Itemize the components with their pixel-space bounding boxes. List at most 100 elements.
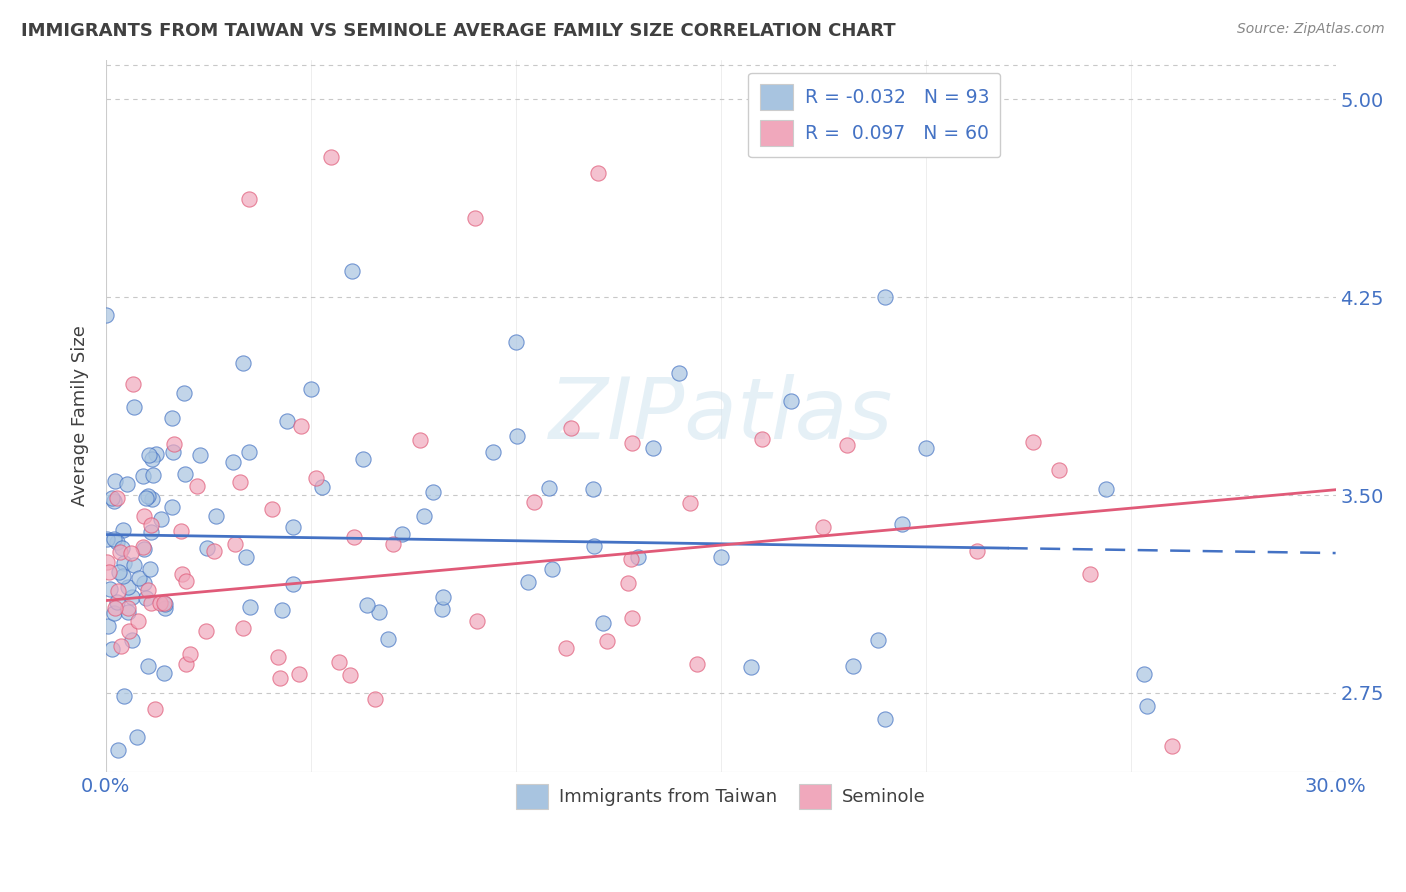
Point — [270, 603, 292, 617]
Point — [221, 455, 243, 469]
Point — [141, 491, 163, 506]
Point — [96, 532, 118, 546]
Point — [467, 614, 489, 628]
Point — [779, 394, 801, 409]
Point — [149, 512, 172, 526]
Point — [290, 419, 312, 434]
Point — [120, 546, 142, 560]
Point — [842, 659, 865, 673]
Point — [627, 550, 650, 565]
Point — [235, 549, 257, 564]
Point — [835, 438, 858, 452]
Point — [128, 571, 150, 585]
Point — [173, 385, 195, 400]
Point — [340, 263, 363, 277]
Point — [139, 524, 162, 539]
Point — [582, 539, 605, 553]
Point — [352, 452, 374, 467]
Point — [139, 517, 162, 532]
Point — [1136, 698, 1159, 713]
Point — [239, 600, 262, 615]
Point — [186, 479, 208, 493]
Point — [281, 577, 304, 591]
Text: IMMIGRANTS FROM TAIWAN VS SEMINOLE AVERAGE FAMILY SIZE CORRELATION CHART: IMMIGRANTS FROM TAIWAN VS SEMINOLE AVERA… — [21, 22, 896, 40]
Point — [103, 493, 125, 508]
Point — [115, 477, 138, 491]
Point — [368, 605, 391, 619]
Point — [145, 447, 167, 461]
Point — [176, 657, 198, 671]
Point — [621, 435, 644, 450]
Point — [224, 537, 246, 551]
Point — [328, 655, 350, 669]
Point — [142, 467, 165, 482]
Point — [125, 730, 148, 744]
Point — [686, 657, 709, 672]
Point — [516, 575, 538, 590]
Point — [541, 562, 564, 576]
Point — [139, 562, 162, 576]
Point — [149, 596, 172, 610]
Point — [813, 519, 835, 533]
Point — [592, 616, 614, 631]
Point — [283, 520, 305, 534]
Point — [276, 414, 298, 428]
Point — [111, 523, 134, 537]
Point — [229, 475, 252, 489]
Point — [136, 659, 159, 673]
Text: ZIPatlas: ZIPatlas — [548, 375, 893, 458]
Point — [422, 485, 444, 500]
Point — [136, 582, 159, 597]
Point — [153, 601, 176, 615]
Point — [238, 193, 260, 207]
Point — [311, 480, 333, 494]
Point — [105, 535, 128, 549]
Point — [1078, 567, 1101, 582]
Point — [596, 634, 619, 648]
Point — [105, 491, 128, 505]
Point — [132, 509, 155, 524]
Point — [117, 600, 139, 615]
Point — [343, 530, 366, 544]
Point — [339, 668, 361, 682]
Point — [108, 566, 131, 580]
Point — [135, 491, 157, 505]
Point — [238, 445, 260, 459]
Point — [1022, 434, 1045, 449]
Point — [1133, 666, 1156, 681]
Point — [299, 383, 322, 397]
Point — [232, 621, 254, 635]
Point — [111, 541, 134, 555]
Point — [96, 555, 118, 569]
Point — [505, 429, 527, 443]
Point — [873, 712, 896, 726]
Point — [555, 640, 578, 655]
Text: Source: ZipAtlas.com: Source: ZipAtlas.com — [1237, 22, 1385, 37]
Point — [170, 524, 193, 538]
Point — [188, 448, 211, 462]
Point — [112, 556, 135, 570]
Point — [538, 481, 561, 495]
Point — [262, 502, 284, 516]
Point — [162, 445, 184, 459]
Point — [232, 356, 254, 370]
Point — [873, 290, 896, 304]
Point — [586, 166, 609, 180]
Point — [305, 471, 328, 485]
Point — [170, 566, 193, 581]
Point — [866, 632, 889, 647]
Point — [127, 614, 149, 628]
Point — [381, 537, 404, 551]
Point — [269, 671, 291, 685]
Point — [104, 601, 127, 615]
Point — [98, 566, 121, 580]
Point — [160, 411, 183, 425]
Point — [174, 467, 197, 481]
Point — [174, 574, 197, 589]
Point — [668, 366, 690, 380]
Point — [132, 541, 155, 556]
Point — [391, 527, 413, 541]
Point — [134, 575, 156, 590]
Y-axis label: Average Family Size: Average Family Size — [72, 326, 89, 507]
Point — [111, 569, 134, 583]
